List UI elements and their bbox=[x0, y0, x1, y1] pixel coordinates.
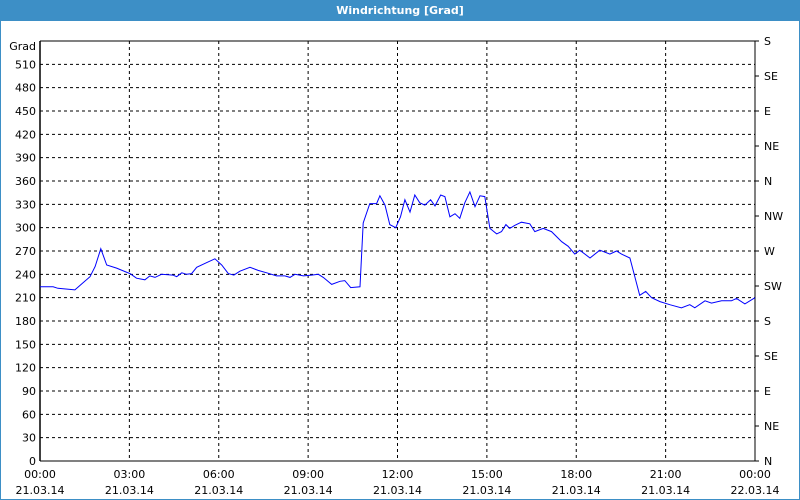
x-tick-date: 21.03.14 bbox=[16, 484, 65, 497]
y-tick-label: 480 bbox=[15, 82, 36, 95]
x-tick-time: 21:00 bbox=[650, 468, 682, 481]
right-axis-label: E bbox=[764, 105, 771, 118]
x-tick-date: 21.03.14 bbox=[194, 484, 243, 497]
right-axis-label: S bbox=[764, 35, 771, 48]
y-tick-label: 60 bbox=[22, 408, 36, 421]
right-axis-label: NE bbox=[764, 140, 779, 153]
y-tick-label: 360 bbox=[15, 175, 36, 188]
x-tick-date: 21.03.14 bbox=[462, 484, 511, 497]
x-tick-date: 21.03.14 bbox=[105, 484, 154, 497]
y-tick-label: 450 bbox=[15, 105, 36, 118]
y-tick-label: 180 bbox=[15, 315, 36, 328]
right-axis-label: S bbox=[764, 315, 771, 328]
x-tick-time: 15:00 bbox=[471, 468, 503, 481]
x-tick-time: 12:00 bbox=[382, 468, 414, 481]
x-tick-time: 03:00 bbox=[114, 468, 146, 481]
y-tick-label: 510 bbox=[15, 58, 36, 71]
right-axis-label: SE bbox=[764, 350, 778, 363]
x-tick-date: 21.03.14 bbox=[373, 484, 422, 497]
chart-title: Windrichtung [Grad] bbox=[0, 0, 800, 21]
y-tick-label: 0 bbox=[29, 455, 36, 468]
y-tick-label: 270 bbox=[15, 245, 36, 258]
x-tick-date: 22.03.14 bbox=[731, 484, 780, 497]
x-tick-time: 00:00 bbox=[739, 468, 771, 481]
right-axis-label: N bbox=[764, 175, 772, 188]
y-tick-label: 210 bbox=[15, 292, 36, 305]
right-axis-label: E bbox=[764, 385, 771, 398]
y-tick-label: 420 bbox=[15, 128, 36, 141]
y-tick-label: 390 bbox=[15, 152, 36, 165]
x-tick-date: 21.03.14 bbox=[641, 484, 690, 497]
right-axis-label: W bbox=[764, 245, 775, 258]
y-tick-label: 30 bbox=[22, 432, 36, 445]
x-tick-time: 00:00 bbox=[24, 468, 56, 481]
right-axis-label: NW bbox=[764, 210, 783, 223]
x-tick-time: 06:00 bbox=[203, 468, 235, 481]
y-tick-label: 120 bbox=[15, 362, 36, 375]
wind-direction-line bbox=[40, 190, 756, 309]
x-tick-date: 21.03.14 bbox=[284, 484, 333, 497]
right-axis-label: N bbox=[764, 455, 772, 468]
y-tick-label: 150 bbox=[15, 338, 36, 351]
x-tick-time: 18:00 bbox=[560, 468, 592, 481]
right-axis-label: SW bbox=[764, 280, 782, 293]
x-tick-date: 21.03.14 bbox=[552, 484, 601, 497]
y-tick-label: 330 bbox=[15, 198, 36, 211]
y-tick-label: 300 bbox=[15, 222, 36, 235]
y-axis-label: Grad bbox=[9, 40, 36, 53]
y-tick-label: 90 bbox=[22, 385, 36, 398]
y-tick-label: 240 bbox=[15, 268, 36, 281]
x-tick-time: 09:00 bbox=[292, 468, 324, 481]
right-axis-label: NE bbox=[764, 420, 779, 433]
right-axis-label: SE bbox=[764, 70, 778, 83]
